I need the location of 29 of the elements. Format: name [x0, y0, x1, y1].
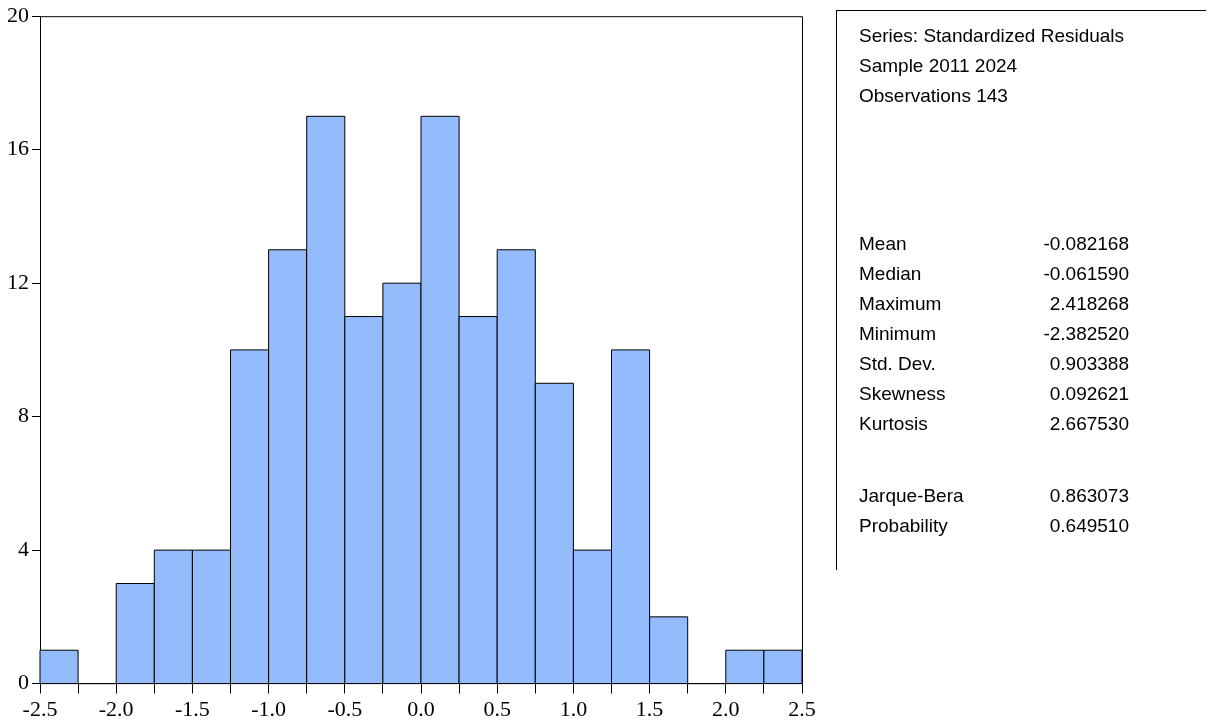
- text: Median -0.061590: [859, 263, 1129, 284]
- x-tick-label: 0.0: [407, 695, 435, 721]
- text: Sample 2011 2024: [859, 54, 1019, 78]
- y-tick-label: 8: [18, 402, 29, 428]
- text: Mean -0.082168: [859, 233, 1129, 254]
- text: Minimum -2.382520: [859, 323, 1129, 344]
- text: Probability 0.649510: [859, 515, 1129, 536]
- x-tick-label: -2.0: [98, 695, 134, 721]
- y-tick-label: 16: [7, 135, 29, 161]
- x-tick-label: -1.5: [174, 695, 210, 721]
- y-tick-label: 0: [18, 669, 29, 695]
- x-tick-label: 1.5: [635, 695, 664, 721]
- text: Kurtosis 2.667530: [859, 413, 1129, 434]
- x-tick-label: 0.5: [483, 695, 511, 721]
- x-tick-label: -0.5: [327, 695, 363, 721]
- x-tick-label: -1.0: [251, 695, 287, 721]
- text: Maximum 2.418268: [859, 293, 1129, 314]
- text: Observations 143: [859, 84, 1009, 108]
- text: Series: Standardized Residuals: [859, 24, 1126, 48]
- y-tick-label: 4: [18, 535, 29, 561]
- text: Skewness 0.092621: [859, 383, 1129, 404]
- x-tick-label: -2.5: [22, 695, 58, 721]
- x-tick-label: 1.0: [559, 695, 588, 721]
- y-tick-label: 20: [7, 1, 29, 27]
- text: Std. Dev. 0.903388: [859, 353, 1129, 374]
- x-tick-label: 2.5: [788, 695, 816, 721]
- y-tick-label: 12: [7, 268, 29, 294]
- x-tick-label: 2.0: [712, 695, 740, 721]
- text: Jarque-Bera 0.863073: [859, 485, 1129, 506]
